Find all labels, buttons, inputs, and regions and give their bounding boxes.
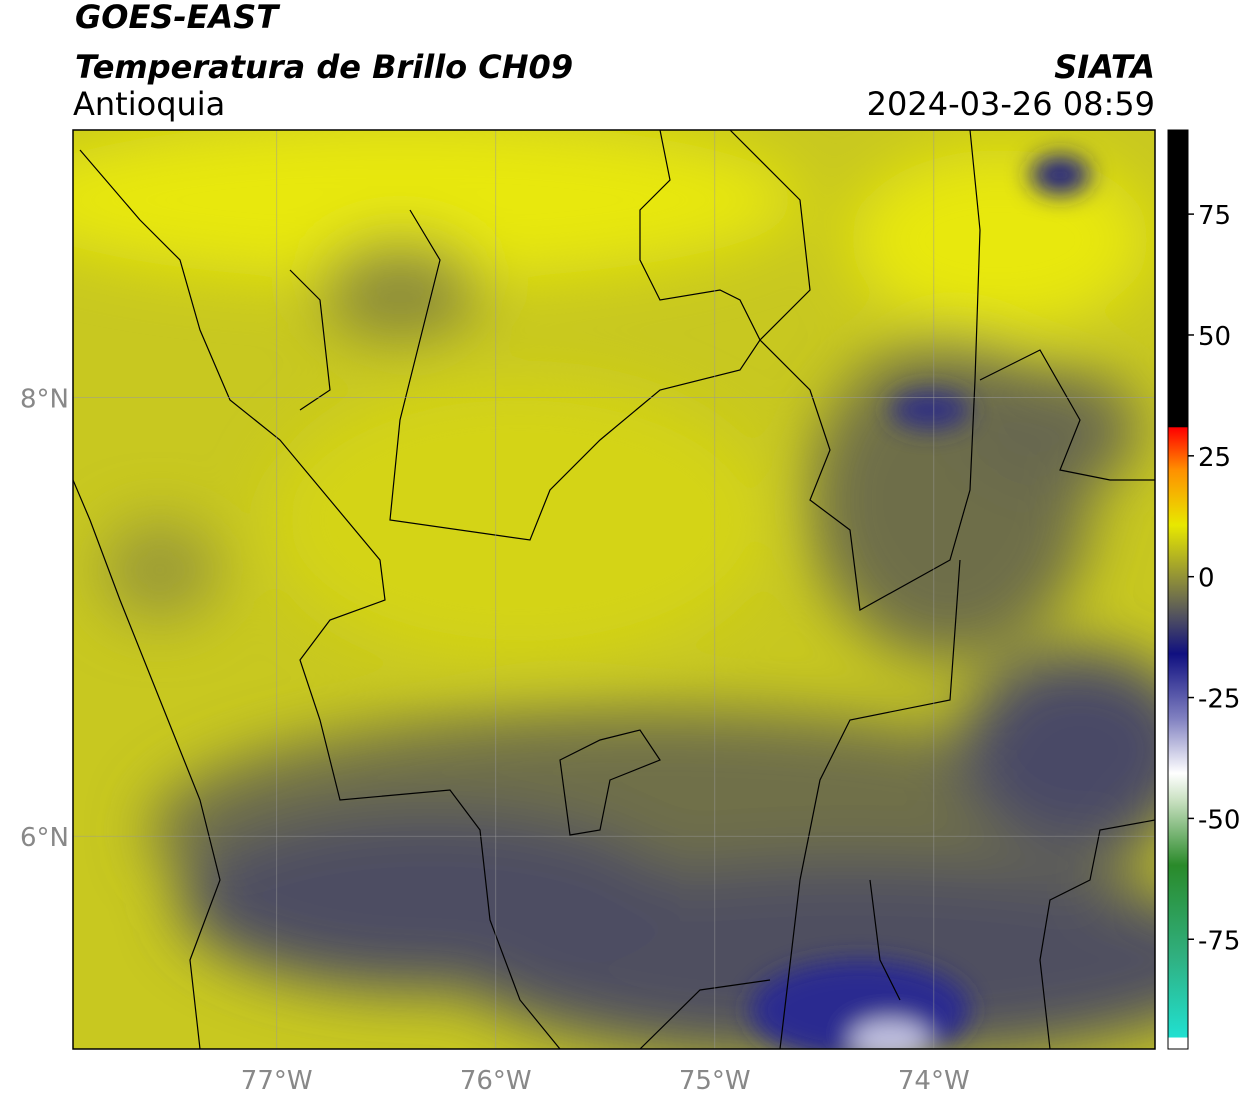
- map-frame: [72, 129, 1156, 1050]
- subtitle: Temperatura de Brillo CH09: [75, 48, 573, 86]
- graticule: [73, 130, 1155, 1049]
- region: Antioquia: [73, 85, 225, 123]
- x-tick-label: 75°W: [679, 1066, 751, 1096]
- colorbar: [1167, 129, 1189, 1050]
- colorbar-tick-label: -50: [1198, 805, 1240, 835]
- colorbar-tick-label: -25: [1198, 685, 1240, 715]
- y-tick-label: 6°N: [20, 823, 69, 853]
- colorbar-tick-label: -75: [1198, 926, 1240, 956]
- datetime: 2024-03-26 08:59: [867, 85, 1155, 123]
- colorbar-tick-label: 25: [1198, 443, 1231, 473]
- colorbar-tick-label: 75: [1198, 201, 1231, 231]
- colorbar-tick-label: 0: [1198, 564, 1215, 594]
- colorbar-tick-label: 50: [1198, 322, 1231, 352]
- x-tick-label: 77°W: [241, 1066, 313, 1096]
- title: GOES-EAST: [75, 0, 280, 36]
- x-tick-label: 76°W: [460, 1066, 532, 1096]
- y-tick-label: 8°N: [20, 385, 69, 415]
- x-tick-label: 74°W: [898, 1066, 970, 1096]
- source: SIATA: [1054, 48, 1155, 86]
- map-field: [73, 130, 1155, 1049]
